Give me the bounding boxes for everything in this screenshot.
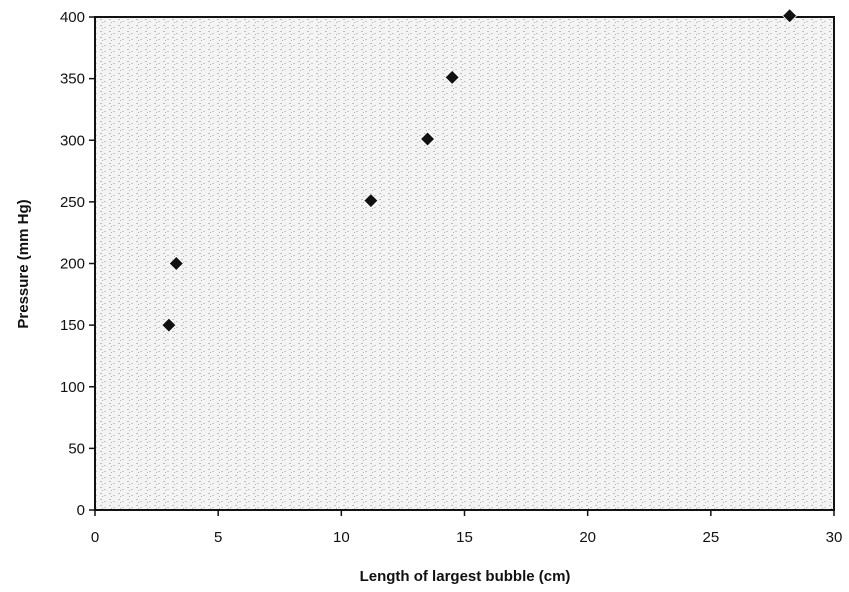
data-point xyxy=(419,131,436,147)
plot-area xyxy=(95,17,834,510)
data-markers xyxy=(161,8,798,333)
y-axis-title: Pressure (mm Hg) xyxy=(15,199,32,328)
y-tick-label: 100 xyxy=(60,379,85,396)
y-tick-label: 50 xyxy=(68,440,85,457)
y-tick-label: 350 xyxy=(60,71,85,88)
x-tick-label: 0 xyxy=(91,529,99,546)
y-tick-label: 200 xyxy=(60,256,85,273)
y-tick-label: 300 xyxy=(60,132,85,149)
data-point xyxy=(168,255,184,272)
y-tick-label: 250 xyxy=(60,194,85,211)
y-axis-ticks: 0 50 100 150 200 250 300 350 400 xyxy=(60,9,95,519)
x-tick-label: 20 xyxy=(579,529,596,546)
y-tick-label: 150 xyxy=(60,317,85,334)
x-tick-label: 30 xyxy=(826,529,843,546)
x-tick-label: 5 xyxy=(214,529,222,546)
data-point xyxy=(782,8,798,24)
data-point xyxy=(444,69,460,85)
y-tick-label: 400 xyxy=(60,9,85,26)
x-tick-label: 25 xyxy=(702,529,719,546)
x-axis-ticks: 0 5 10 15 20 25 30 xyxy=(91,510,843,546)
data-point xyxy=(363,193,379,209)
x-tick-label: 10 xyxy=(333,529,350,546)
data-point xyxy=(161,317,177,333)
x-tick-label: 15 xyxy=(456,529,473,546)
x-axis-title: Length of largest bubble (cm) xyxy=(360,568,571,585)
y-tick-label: 0 xyxy=(77,502,85,519)
